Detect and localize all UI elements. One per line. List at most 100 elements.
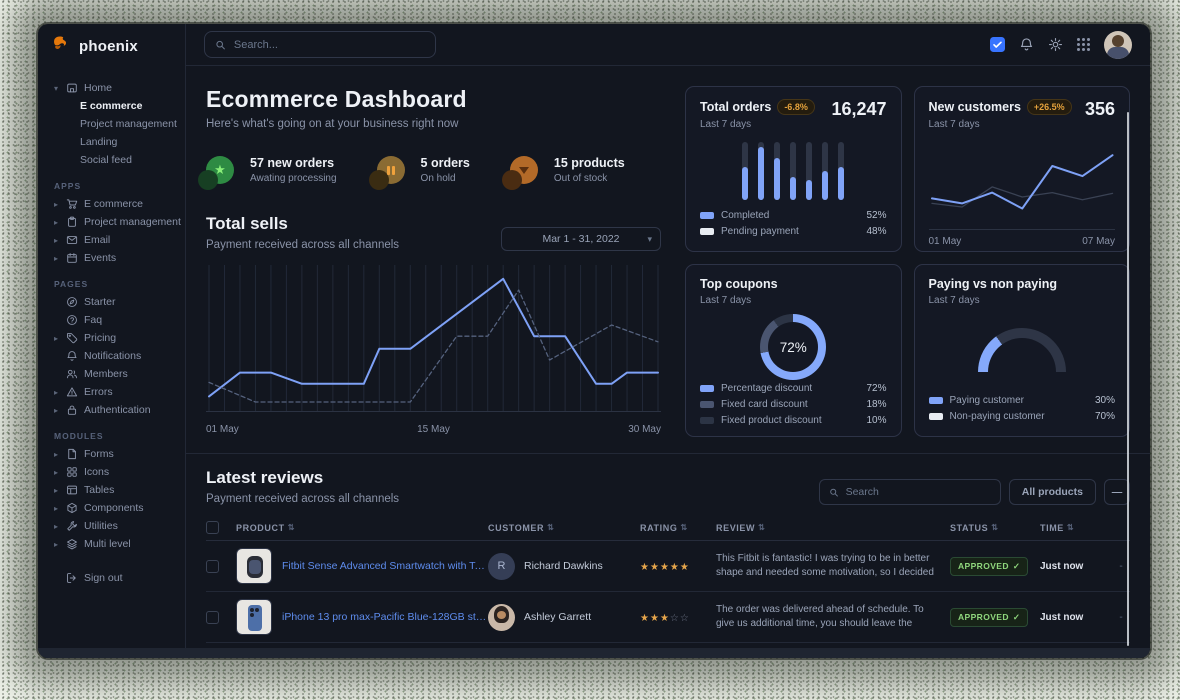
row-action-button[interactable]: -	[1119, 560, 1123, 572]
sidebar-item-members[interactable]: Members	[52, 365, 185, 383]
legend-swatch	[700, 227, 714, 235]
total-sells-title: Total sells	[206, 214, 288, 233]
row-action-button[interactable]: -	[1119, 611, 1123, 623]
brand-logo[interactable]: phoenix	[52, 36, 185, 57]
sidebar-item-starter[interactable]: Starter	[52, 293, 185, 311]
select-all-checkbox[interactable]	[206, 521, 219, 534]
product-image[interactable]	[236, 599, 272, 635]
sidebar-item-components[interactable]: ▸ Components	[53, 502, 144, 514]
column-header-time[interactable]: TIME ⇅	[1040, 522, 1075, 533]
search-icon	[216, 40, 225, 49]
caret-right-icon: ▸	[53, 521, 58, 531]
chevron-down-icon: ▾	[647, 233, 652, 244]
sidebar-item-ecommerce[interactable]: E commerce	[80, 100, 143, 112]
caret-right-icon: ▸	[53, 333, 58, 343]
sidebar-item-tables[interactable]: ▸ Tables	[53, 484, 115, 496]
status-badge: APPROVED ✓	[950, 556, 1029, 576]
rating-stars: ★★★☆☆	[640, 613, 690, 624]
sort-icon: ⇅	[758, 523, 766, 532]
phoenix-logo-icon	[52, 36, 72, 57]
product-link[interactable]: iPhone 13 pro max-Pacific Blue-128GB sto…	[282, 611, 488, 623]
sidebar-item-pricing[interactable]: ▸ Pricing	[53, 332, 117, 344]
total-orders-card: Total orders -6.8% Last 7 days 16,247 Com…	[685, 86, 902, 252]
donut-center-value: 72%	[779, 339, 807, 355]
sign-out-button[interactable]: Sign out	[52, 569, 185, 587]
theme-toggle-icon[interactable]	[990, 37, 1005, 52]
customer-name: Richard Dawkins	[524, 560, 603, 572]
sidebar-item-multi-level[interactable]: ▸ Multi level	[53, 538, 131, 550]
sidebar-item-faq[interactable]: Faq	[52, 311, 185, 329]
apps-grid-icon[interactable]	[1077, 38, 1090, 51]
total-sells-subtitle: Payment received across all channels	[206, 239, 400, 251]
scrollbar[interactable]	[1127, 112, 1129, 646]
customer-avatar[interactable]: R	[488, 552, 515, 580]
legend-swatch	[928, 412, 943, 420]
layers-icon	[67, 539, 77, 550]
warning-icon	[66, 387, 78, 397]
row-checkbox[interactable]	[206, 559, 219, 573]
sidebar-item-label: Home	[84, 82, 113, 94]
sidebar-item-forms[interactable]: ▸ Forms	[53, 448, 114, 460]
caret-right-icon: ▸	[53, 199, 58, 209]
stats-row: ★ 57 new orders Awating processing 5 ord…	[198, 156, 661, 190]
sidebar-item-social-feed[interactable]: Social feed	[80, 154, 132, 166]
product-link[interactable]: Fitbit Sense Advanced Smartwatch with To…	[282, 560, 488, 572]
file-icon	[68, 448, 76, 460]
sidebar-item-home[interactable]: ▾ Home	[52, 79, 185, 97]
sidebar-item-project-management[interactable]: Project management	[80, 118, 177, 130]
sidebar-item-icons[interactable]: ▸ Icons	[53, 466, 110, 478]
caret-right-icon: ▸	[53, 539, 58, 549]
notifications-bell-icon[interactable]	[1019, 37, 1034, 52]
users-icon	[67, 369, 77, 379]
pause-icon	[368, 156, 405, 190]
column-header-status[interactable]: STATUS ⇅	[950, 522, 999, 533]
sidebar-item-events[interactable]: ▸ Events	[53, 252, 117, 264]
customer-avatar[interactable]	[488, 603, 515, 631]
grid-icon	[67, 467, 77, 477]
sidebar-item-authentication[interactable]: ▸ Authentication	[53, 404, 151, 416]
settings-gear-icon[interactable]	[1048, 37, 1063, 52]
new-customers-line-chart	[929, 140, 1116, 227]
kpi-cards: Total orders -6.8% Last 7 days 16,247 Com…	[685, 86, 1130, 437]
lock-icon	[67, 405, 77, 415]
date-range-select[interactable]: Mar 1 - 31, 2022 ▾	[501, 227, 661, 251]
column-header-rating[interactable]: RATING ⇅	[640, 522, 688, 533]
sidebar-item-apps-ecommerce[interactable]: ▸ E commerce	[53, 198, 143, 210]
column-header-review[interactable]: REVIEW ⇅	[716, 522, 766, 533]
reviews-search[interactable]	[818, 479, 1001, 505]
product-image[interactable]	[236, 548, 272, 584]
bell-icon	[67, 351, 77, 361]
topbar	[186, 24, 1150, 66]
sidebar-item-notifications[interactable]: Notifications	[52, 347, 185, 365]
row-checkbox[interactable]	[206, 610, 219, 624]
stat-new-orders: ★ 57 new orders Awating processing	[198, 156, 337, 190]
legend-item: Fixed card discount 18%	[700, 396, 887, 412]
caret-right-icon: ▸	[53, 405, 58, 415]
sidebar-item-utilities[interactable]: ▸ Utilities	[53, 520, 118, 532]
sidebar-item-landing[interactable]: Landing	[80, 136, 118, 148]
page-subtitle: Here's what's going on at your business …	[206, 118, 459, 130]
legend-item: Pending payment 48%	[700, 223, 887, 239]
caret-right-icon: ▸	[53, 485, 58, 495]
tag-icon	[67, 333, 78, 344]
sort-icon: ⇅	[547, 523, 555, 532]
search-icon	[829, 488, 838, 496]
all-products-button[interactable]: All products	[1008, 479, 1096, 505]
caret-right-icon: ▸	[53, 467, 58, 477]
sort-icon: ⇅	[680, 523, 688, 532]
global-search[interactable]	[204, 31, 436, 58]
bar	[774, 142, 781, 200]
column-header-customer[interactable]: CUSTOMER ⇅	[488, 522, 555, 533]
column-header-product[interactable]: PRODUCT ⇅	[236, 522, 296, 533]
search-input[interactable]	[233, 38, 425, 51]
review-time: Just now	[1040, 611, 1084, 623]
sidebar-item-email[interactable]: ▸ Email	[53, 234, 111, 246]
reviews-search-input[interactable]	[845, 486, 991, 498]
sidebar-item-apps-project-management[interactable]: ▸ Project management	[53, 216, 181, 228]
sidebar-section-pages: PAGES	[54, 279, 89, 289]
collapse-button[interactable]: —	[1104, 479, 1130, 505]
orders-bar-chart	[700, 142, 887, 200]
check-icon: ✓	[1012, 611, 1021, 622]
user-avatar[interactable]	[1104, 30, 1132, 59]
sidebar-item-errors[interactable]: ▸ Errors	[53, 386, 113, 398]
